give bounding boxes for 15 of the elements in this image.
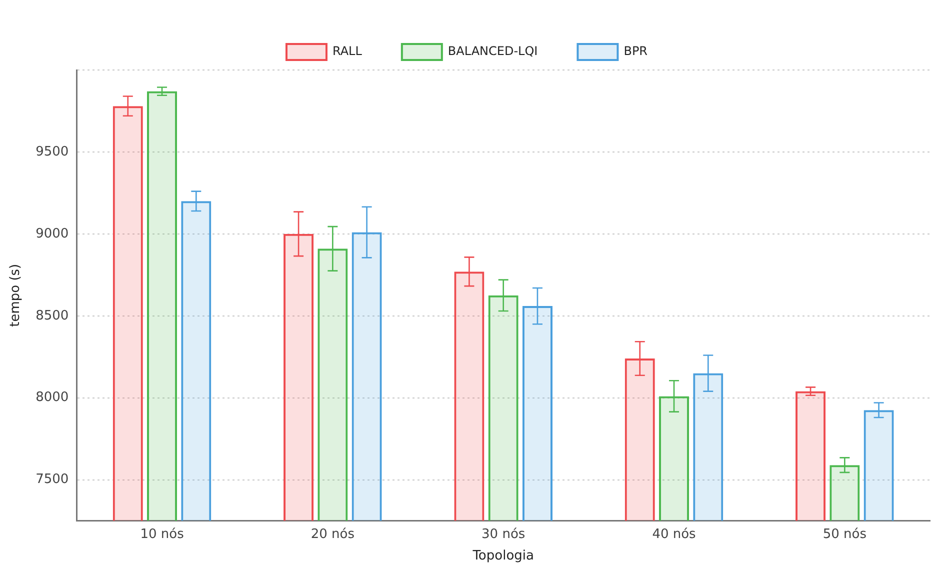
y-tick-label: 8500 xyxy=(36,308,69,324)
x-tick-label: 40 nós xyxy=(652,526,696,542)
legend-label: BALANCED-LQI xyxy=(448,44,538,58)
x-tick-label: 10 nós xyxy=(140,526,184,542)
y-axis-title: tempo (s) xyxy=(8,264,24,327)
x-tick-label: 50 nós xyxy=(822,526,867,542)
x-tick-label: 20 nós xyxy=(310,526,355,542)
y-tick-label: 9500 xyxy=(36,144,69,160)
x-axis-title: Topologia xyxy=(472,548,534,564)
legend-label: BPR xyxy=(624,44,648,58)
legend-label: RALL xyxy=(332,44,362,58)
y-tick-label: 7500 xyxy=(36,472,69,488)
y-tick-label: 9000 xyxy=(36,226,69,242)
y-tick-label: 8000 xyxy=(36,390,69,406)
x-tick-label: 30 nós xyxy=(482,526,526,542)
